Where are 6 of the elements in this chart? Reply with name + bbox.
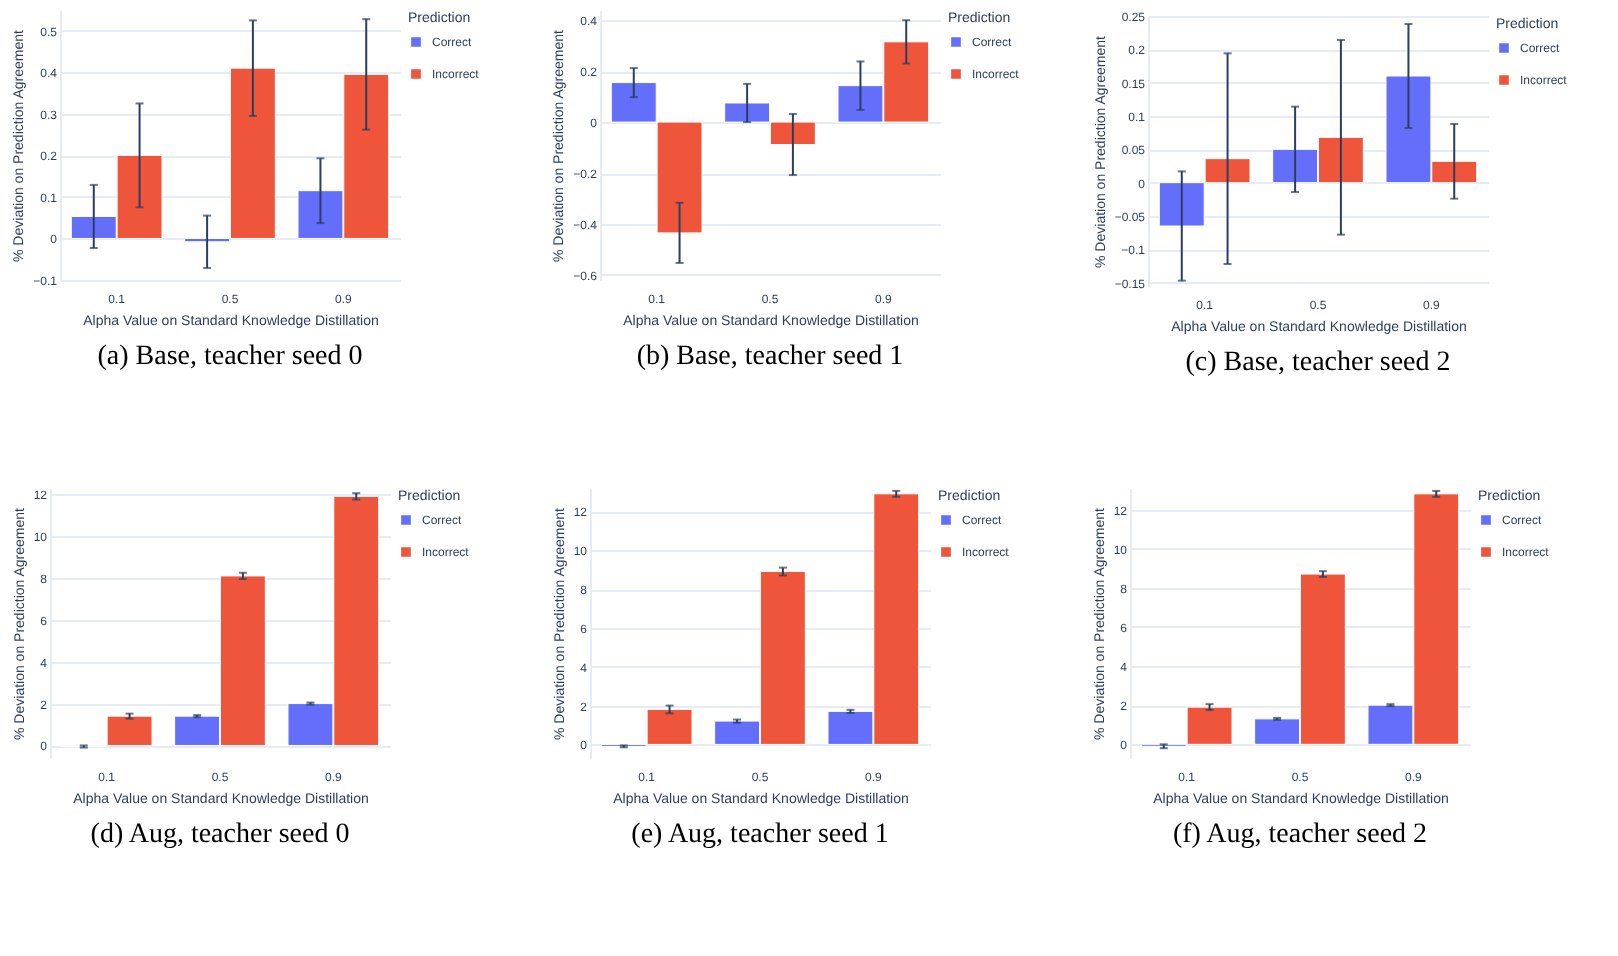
- text: (c) Base, teacher seed 2: [1185, 348, 1451, 378]
- text: (f) Aug, teacher seed 2: [1172, 820, 1428, 850]
- text: (d) Aug, teacher seed 0: [90, 820, 350, 850]
- text: (b) Base, teacher seed 1: [636, 342, 904, 372]
- text: (a) Base, teacher seed 0: [97, 342, 363, 372]
- text: (e) Aug, teacher seed 1: [631, 820, 889, 850]
